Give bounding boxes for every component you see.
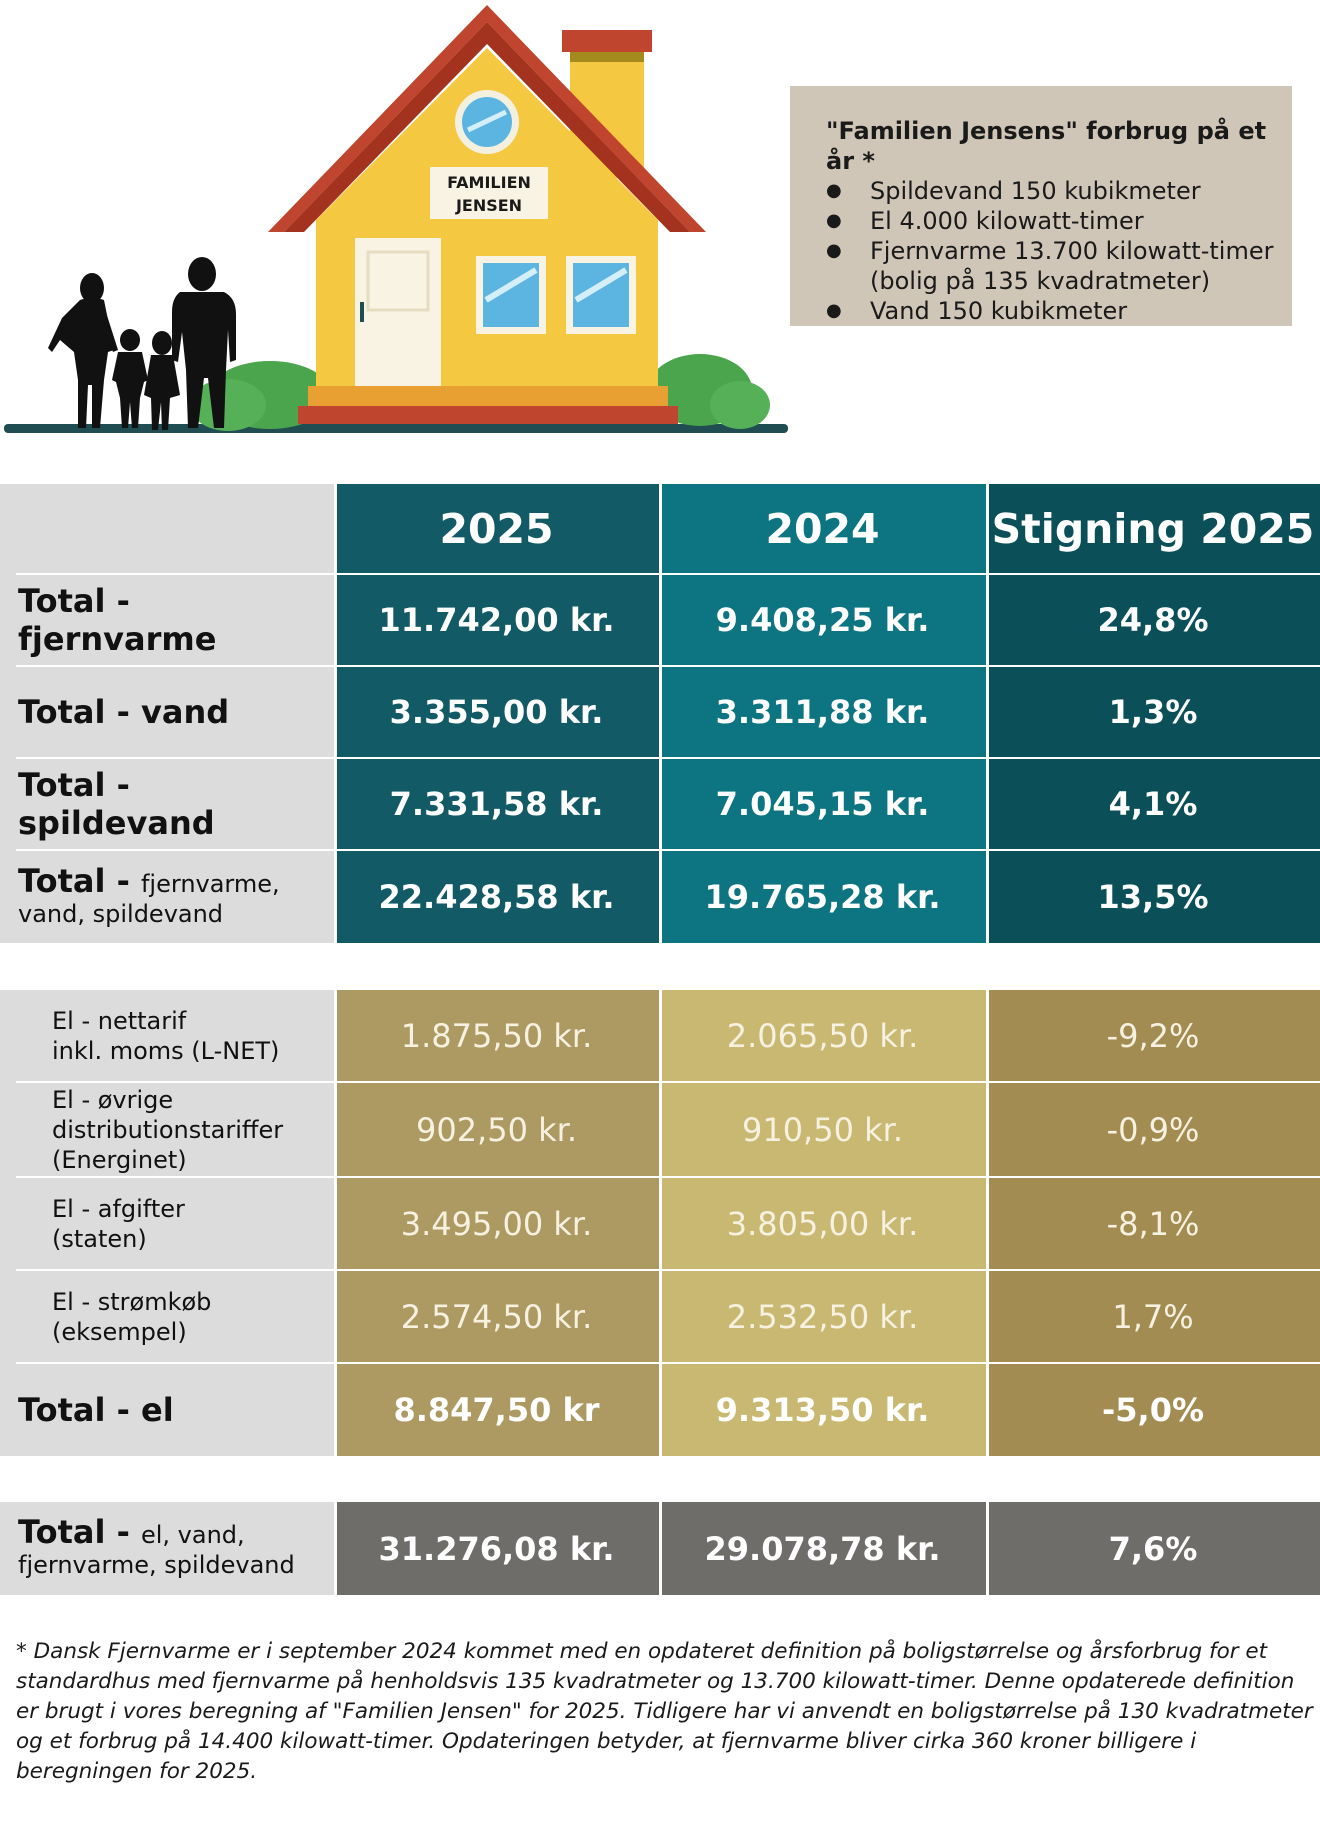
value-2025: 7.331,58 kr. [389, 785, 604, 823]
value-2024: 3.311,88 kr. [715, 693, 930, 731]
label-line: El - strømkøb [52, 1287, 212, 1316]
value-rise: 1,3% [1108, 693, 1198, 731]
col-2024-bg-top [659, 484, 986, 943]
row-label-spildevand: Total - spildevand [18, 766, 215, 842]
info-list: Spildevand 150 kubikmeter El 4.000 kilow… [826, 176, 1292, 326]
label-line: El - øvrige [52, 1085, 174, 1114]
value-rise: -5,0% [1101, 1391, 1205, 1429]
info-item: Fjernvarme 13.700 kilowatt-timer (bolig … [826, 236, 1292, 296]
row-label-fjernvarme: Total - fjernvarme [18, 582, 217, 658]
heat-total-rest1: fjernvarme, [140, 869, 280, 898]
row-label-el-distribution: El - øvrige distributionstariffer (Energ… [52, 1083, 334, 1176]
sign-line1: FAMILIEN [447, 173, 531, 192]
info-title: "Familien Jensens" forbrug på et år * [826, 117, 1267, 175]
label-line: (Energinet) [52, 1145, 187, 1174]
value-2024: 7.045,15 kr. [715, 785, 930, 823]
consumption-info-box: "Familien Jensens" forbrug på et år * Sp… [790, 86, 1292, 326]
header-2025: 2025 [439, 504, 554, 553]
col-2024-bg-el [659, 990, 986, 1456]
label-line: inkl. moms (L-NET) [52, 1036, 280, 1065]
row-divider [16, 665, 1320, 667]
row-divider [16, 1269, 1320, 1271]
header-2024: 2024 [765, 504, 880, 553]
footnote: * Dansk Fjernvarme er i september 2024 k… [16, 1639, 1313, 1784]
grand-total-bold: Total - [18, 1513, 141, 1551]
label-column-bg-grand [0, 1502, 334, 1595]
col-rise-bg-top [986, 484, 1320, 943]
value-rise: 4,1% [1108, 785, 1198, 823]
row-divider [16, 1362, 1320, 1364]
value-2024: 910,50 kr. [741, 1110, 904, 1149]
label-line: (eksempel) [52, 1317, 187, 1346]
value-rise: -8,1% [1106, 1204, 1200, 1243]
col-rise-bg-el [986, 990, 1320, 1456]
value-rise: 7,6% [1108, 1529, 1198, 1568]
value-2025: 3.495,00 kr. [400, 1204, 593, 1243]
row-divider [16, 1176, 1320, 1178]
sign-line2: JENSEN [455, 196, 522, 215]
value-rise: 1,7% [1112, 1297, 1194, 1336]
heat-total-rest2: vand, spildevand [18, 899, 224, 928]
family-silhouette [48, 257, 236, 430]
header-rise: Stigning 2025 [991, 504, 1315, 553]
label-column-bg-el [0, 990, 334, 1456]
value-rise: 24,8% [1097, 601, 1209, 639]
row-divider [16, 849, 1320, 851]
house-illustration: FAMILIEN JENSEN [4, 5, 788, 433]
value-2024: 9.313,50 kr. [715, 1391, 930, 1429]
value-2024: 19.765,28 kr. [704, 878, 941, 916]
grand-total-rest2: fjernvarme, spildevand [18, 1551, 295, 1579]
row-label-el-afgifter: El - afgifter (staten) [52, 1178, 334, 1269]
row-label-heat-total: Total - fjernvarme, vand, spildevand [18, 851, 334, 943]
value-2025: 902,50 kr. [415, 1110, 578, 1149]
value-2024: 2.532,50 kr. [726, 1297, 919, 1336]
row-label-grand-total: Total - el, vand, fjernvarme, spildevand [18, 1502, 334, 1595]
heat-total-bold: Total - [18, 861, 141, 900]
col-divider [986, 484, 989, 1595]
col-2025-bg-el [334, 990, 659, 1456]
grand-bg [334, 1502, 1320, 1595]
window-right [566, 256, 636, 334]
value-2025: 31.276,08 kr. [378, 1529, 615, 1568]
col-divider [659, 484, 662, 1595]
value-2024: 3.805,00 kr. [726, 1204, 919, 1243]
value-2025: 11.742,00 kr. [378, 601, 615, 639]
grand-total-rest1: el, vand, [140, 1521, 245, 1549]
info-item: El 4.000 kilowatt-timer [826, 206, 1292, 236]
label-column-bg-top [0, 484, 334, 943]
col-2025-bg-top [334, 484, 659, 943]
value-2025: 3.355,00 kr. [389, 693, 604, 731]
row-label-vand: Total - vand [18, 693, 230, 731]
section-gap [0, 1456, 1320, 1502]
value-rise: 13,5% [1097, 878, 1209, 916]
row-label-el-nettarif: El - nettarif inkl. moms (L-NET) [52, 990, 334, 1081]
value-2025: 1.875,50 kr. [400, 1016, 593, 1055]
value-2025: 22.428,58 kr. [378, 878, 615, 916]
value-2024: 29.078,78 kr. [704, 1529, 941, 1568]
value-rise: -0,9% [1106, 1110, 1200, 1149]
value-2024: 2.065,50 kr. [726, 1016, 919, 1055]
info-item-text: Fjernvarme 13.700 kilowatt-timer (bolig … [870, 237, 1274, 295]
section-gap [0, 943, 1320, 990]
row-divider [16, 573, 1320, 575]
row-divider [16, 1081, 1320, 1083]
label-line: El - nettarif [52, 1006, 187, 1035]
window-left [476, 256, 546, 334]
ground-line [4, 424, 788, 433]
value-rise: -9,2% [1106, 1016, 1200, 1055]
row-label-el-total: Total - el [18, 1391, 174, 1429]
info-item: Vand 150 kubikmeter [826, 296, 1292, 326]
label-line: El - afgifter [52, 1194, 185, 1223]
name-sign [430, 167, 548, 219]
value-2024: 9.408,25 kr. [715, 601, 930, 639]
house-step [308, 386, 668, 406]
label-line: distributionstariffer [52, 1115, 284, 1144]
row-divider [16, 757, 1320, 759]
value-2025: 2.574,50 kr. [400, 1297, 593, 1336]
value-2025: 8.847,50 kr [393, 1391, 600, 1429]
col-divider [334, 484, 337, 1595]
info-item: Spildevand 150 kubikmeter [826, 176, 1292, 206]
row-label-el-stroemkoeb: El - strømkøb (eksempel) [52, 1271, 334, 1362]
label-line: (staten) [52, 1224, 147, 1253]
